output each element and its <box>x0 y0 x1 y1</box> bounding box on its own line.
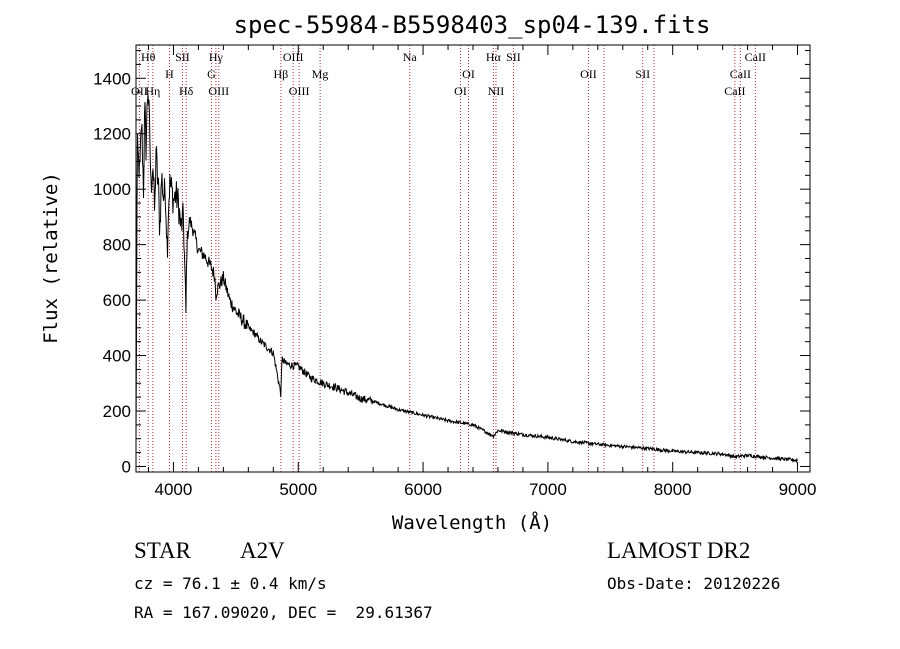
emission-line-markers <box>138 45 756 472</box>
y-tick-label-2: 400 <box>103 347 131 366</box>
y-axis-label: Flux (relative) <box>40 172 62 344</box>
y-tick-label-0: 0 <box>122 457 131 476</box>
y-tick-label-7: 1400 <box>93 69 131 88</box>
sky-coordinates: RA = 167.09020, DEC = 29.61367 <box>134 603 433 622</box>
marker-label-19: OII <box>580 67 597 81</box>
object-subclass: A2V <box>240 538 285 563</box>
y-tick-label-5: 1000 <box>93 180 131 199</box>
x-tick-label-0: 4000 <box>155 480 193 499</box>
marker-label-16: Hα <box>486 50 502 64</box>
y-tick-label-3: 600 <box>103 291 131 310</box>
emission-line-labels: HθOIIHηHSIIHδHγGOIIIOIIIHβOIIIMgNaOIOIHα… <box>131 50 766 98</box>
marker-label-21: CaII <box>745 50 766 64</box>
x-tick-label-3: 7000 <box>529 480 567 499</box>
marker-label-20: SII <box>635 67 650 81</box>
x-tick-label-2: 6000 <box>404 480 442 499</box>
y-tick-label-1: 200 <box>103 402 131 421</box>
marker-label-14: OI <box>462 67 475 81</box>
marker-label-6: Hγ <box>209 50 224 64</box>
marker-label-1: OII <box>131 84 148 98</box>
axis-ticks: 4000 5000 6000 7000 8000 9000 0 200 400 600 800 100… <box>93 45 816 499</box>
marker-label-7: G <box>207 67 216 81</box>
marker-label-8: OIII <box>208 84 229 98</box>
marker-label-15: OI <box>454 84 467 98</box>
spectrum-line <box>135 94 798 464</box>
survey-name: LAMOST DR2 <box>607 538 751 563</box>
redshift-velocity: cz = 76.1 ± 0.4 km/s <box>134 574 327 593</box>
y-tick-label-4: 800 <box>103 236 131 255</box>
y-tick-label-6: 1200 <box>93 125 131 144</box>
x-axis-label: Wavelength (Å) <box>392 511 552 534</box>
marker-label-2: Hη <box>145 84 160 98</box>
plot-frame <box>135 44 811 473</box>
marker-label-10: Hβ <box>274 67 289 81</box>
object-class: STAR <box>134 538 191 563</box>
x-tick-label-5: 9000 <box>779 480 817 499</box>
marker-label-23: CaII <box>724 84 745 98</box>
marker-label-17: SII <box>506 50 521 64</box>
marker-label-11: OIII <box>289 84 310 98</box>
chart-title: spec-55984-B5598403_sp04-139.fits <box>234 11 711 39</box>
marker-label-12: Mg <box>312 67 329 81</box>
marker-label-3: H <box>165 67 174 81</box>
marker-label-4: SII <box>175 50 190 64</box>
marker-label-5: Hδ <box>179 84 194 98</box>
marker-label-22: CaII <box>730 67 751 81</box>
x-tick-label-1: 5000 <box>279 480 317 499</box>
spectrum-chart: spec-55984-B5598403_sp04-139.fits HθOIIH… <box>40 11 816 534</box>
x-tick-label-4: 8000 <box>654 480 692 499</box>
marker-label-13: Na <box>403 50 418 64</box>
observation-date: Obs-Date: 20120226 <box>607 574 781 593</box>
marker-label-18: NII <box>488 84 505 98</box>
marker-label-9: OIII <box>283 50 304 64</box>
marker-label-0: Hθ <box>141 50 156 64</box>
